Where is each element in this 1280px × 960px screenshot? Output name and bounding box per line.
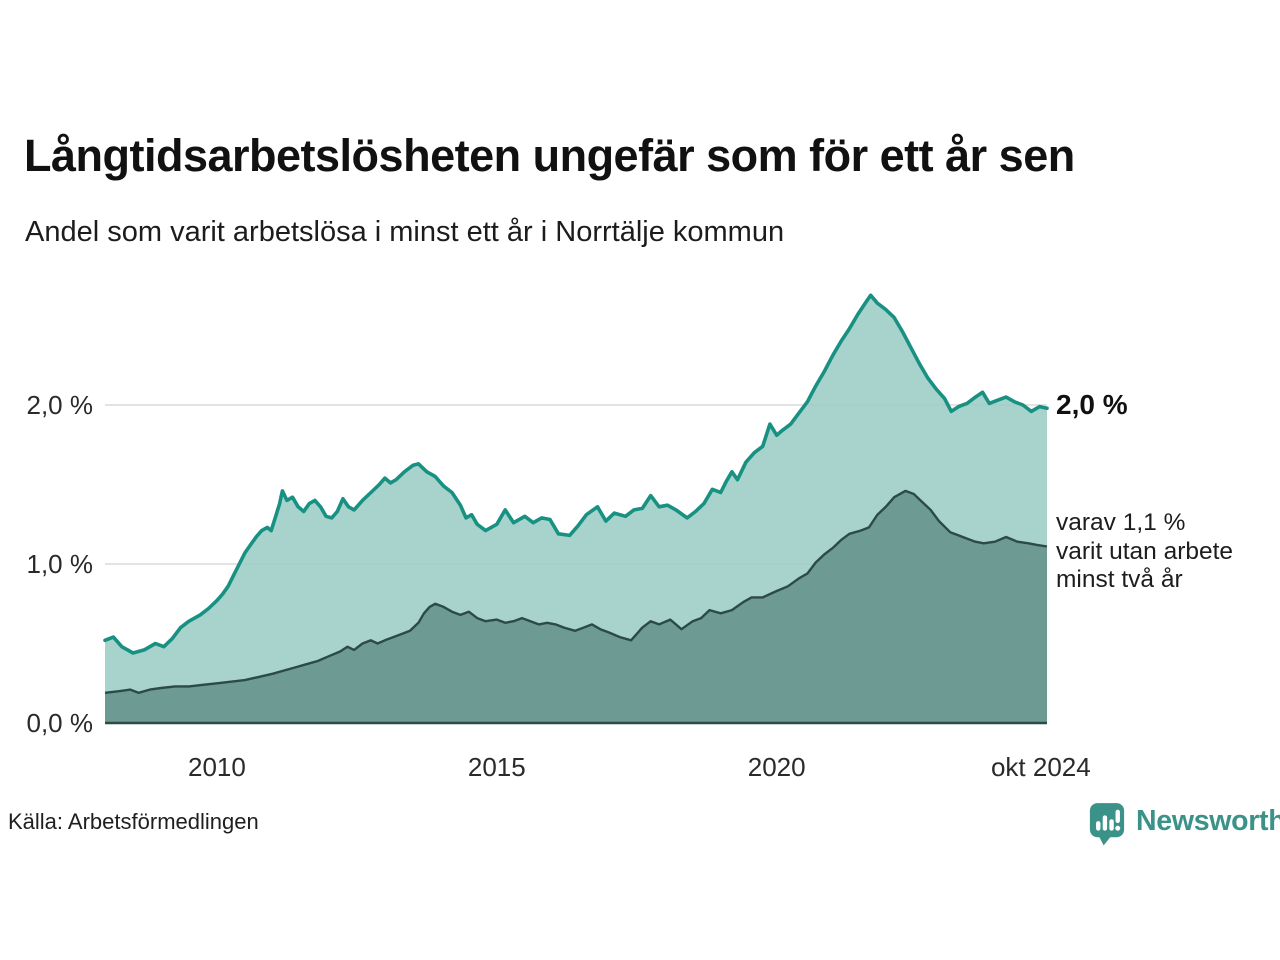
newsworthy-wordmark: Newsworthy — [1136, 805, 1280, 837]
line-unemployed-1yr — [103, 293, 1049, 655]
source-label: Källa: Arbetsförmedlingen — [8, 809, 259, 834]
newsworthy-branding: Newsworthy — [1088, 801, 1280, 846]
secondary-series-annotation: varav 1,1 % varit utan arbete minst två … — [1056, 509, 1233, 595]
annotation-line-2: varit utan arbete — [1056, 537, 1234, 565]
end-value-label: 2,0 % — [1056, 389, 1128, 420]
newsworthy-speech-bubble-bars-icon — [1089, 803, 1125, 846]
annotation-line-1: varav 1,1 % — [1056, 509, 1186, 536]
area-unemployed-2yr — [105, 490, 1047, 723]
page-title: Långtidsarbetslösheten ungefär som för e… — [24, 130, 1075, 181]
line-unemployed-2yr — [104, 489, 1048, 694]
annotation-line-3: minst två år — [1056, 566, 1183, 593]
page-subtitle: Andel som varit arbetslösa i minst ett å… — [25, 216, 785, 248]
